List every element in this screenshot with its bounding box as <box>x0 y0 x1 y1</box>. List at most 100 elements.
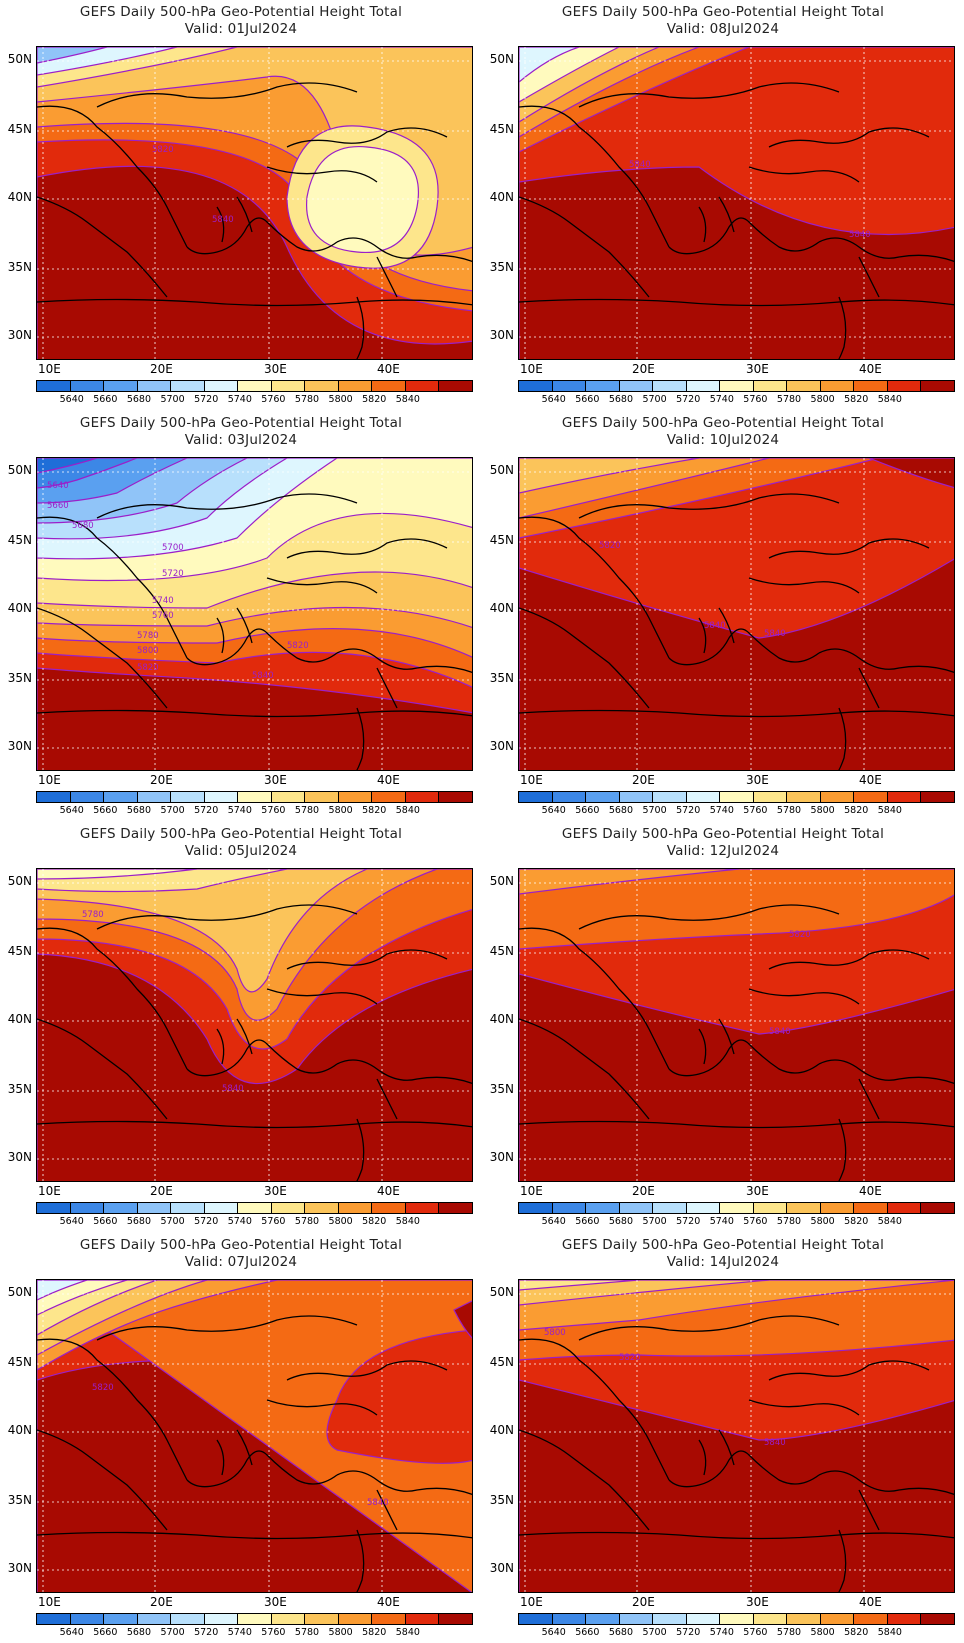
colorbar-swatch <box>921 381 954 391</box>
colorbar-label: 5820 <box>844 1216 869 1227</box>
coastline <box>376 256 398 298</box>
colorbar-swatch <box>519 792 553 802</box>
longitude-label: 20E <box>150 1184 173 1198</box>
coastline <box>698 1028 707 1065</box>
contour-label: 5840 <box>252 671 274 681</box>
coastline <box>668 217 820 255</box>
colorbar-swatch <box>238 381 272 391</box>
panel-valid-date: Valid: 10Jul2024 <box>666 432 780 448</box>
colorbar-label: 5740 <box>227 805 252 816</box>
colorbar-label: 5820 <box>362 805 387 816</box>
colorbar-swatch <box>686 792 721 802</box>
contour-label: 5840 <box>704 621 726 631</box>
map-panel: GEFS Daily 500-hPa Geo-Potential Height … <box>0 822 482 1232</box>
colorbar-swatch <box>171 1203 205 1213</box>
panel-valid-date: Valid: 07Jul2024 <box>184 1254 298 1270</box>
contour-label: 5760 <box>152 611 174 621</box>
colorbar-label: 5680 <box>608 394 634 405</box>
panel-valid-date: Valid: 14Jul2024 <box>666 1254 780 1270</box>
colorbar-label: 5760 <box>743 1216 768 1227</box>
coastline <box>96 82 358 108</box>
colorbar-swatch <box>586 1614 620 1624</box>
contour-label: 5800 <box>544 1328 566 1338</box>
coastline <box>236 196 253 233</box>
colorbar-label: 5800 <box>328 1627 353 1638</box>
colorbar-swatch <box>439 1203 472 1213</box>
panel-valid-date: Valid: 01Jul2024 <box>184 21 298 37</box>
coastline <box>519 1429 650 1531</box>
coastline <box>356 1118 365 1181</box>
contour-label: 5820 <box>599 541 621 551</box>
height-band <box>37 869 198 880</box>
colorbar-swatch <box>405 381 440 391</box>
colorbar-label: 5660 <box>575 1216 600 1227</box>
coastline <box>519 1531 954 1540</box>
colorbar-swatch <box>586 381 620 391</box>
panel-title: GEFS Daily 500-hPa Geo-Potential Height … <box>561 415 885 431</box>
colorbar-swatch <box>271 1203 306 1213</box>
longitude-label: 40E <box>859 362 882 376</box>
colorbar-label: 5740 <box>709 1216 734 1227</box>
colorbar-swatch <box>887 1614 922 1624</box>
colorbar-swatch <box>305 792 339 802</box>
latitude-label: 45N <box>489 533 514 547</box>
coastline <box>336 237 472 263</box>
coastline <box>286 1360 448 1381</box>
colorbar-swatch <box>586 1203 620 1213</box>
coastline <box>838 296 847 359</box>
map-panel: GEFS Daily 500-hPa Geo-Potential Height … <box>482 822 964 1232</box>
coastline <box>578 1315 840 1341</box>
colorbar-swatch <box>686 381 721 391</box>
colorbar-label: 5720 <box>676 805 701 816</box>
coastline <box>376 1489 398 1531</box>
contour-label: 5840 <box>769 1027 791 1037</box>
colorbar-swatch <box>854 1203 888 1213</box>
colorbar-label: 5640 <box>59 1627 84 1638</box>
height-band <box>519 869 954 950</box>
latitude-label: 30N <box>7 1150 32 1164</box>
colorbar-label: 5640 <box>59 805 84 816</box>
longitude-label: 10E <box>520 362 543 376</box>
latitude-label: 35N <box>7 260 32 274</box>
colorbar-swatch <box>271 381 306 391</box>
colorbar-swatch <box>372 1203 406 1213</box>
height-map: 5820 5840 5840 <box>518 457 955 771</box>
panel-valid-date: Valid: 08Jul2024 <box>666 21 780 37</box>
height-band <box>453 1300 472 1339</box>
contour-label: 5820 <box>287 641 309 651</box>
coastline <box>818 1059 954 1085</box>
colorbar-swatch <box>787 1203 821 1213</box>
height-map: 5820 5840 <box>518 868 955 1182</box>
panel-title: GEFS Daily 500-hPa Geo-Potential Height … <box>561 4 885 20</box>
colorbar-label: 5700 <box>642 1216 667 1227</box>
latitude-label: 30N <box>489 1561 514 1575</box>
colorbar-swatch <box>305 1614 339 1624</box>
colorbar-label: 5760 <box>261 394 286 405</box>
contour-label: 5780 <box>82 910 104 920</box>
coastline <box>668 1450 820 1488</box>
colorbar-swatch <box>820 381 855 391</box>
colorbar-swatch <box>238 792 272 802</box>
colorbar-label: 5680 <box>608 1216 634 1227</box>
coastline <box>186 217 338 255</box>
colorbar-swatch <box>37 1614 71 1624</box>
contour-label: 5840 <box>367 1498 389 1508</box>
colorbar <box>36 380 473 392</box>
latitude-label: 40N <box>7 1423 32 1437</box>
coastline <box>216 1028 225 1065</box>
colorbar-swatch <box>238 1614 272 1624</box>
colorbar-swatch <box>887 792 922 802</box>
colorbar-swatch <box>37 381 71 391</box>
coastline <box>186 1039 338 1077</box>
coastline <box>216 617 225 654</box>
coastline <box>519 196 650 298</box>
contour-label: 5640 <box>47 481 69 491</box>
colorbar-swatch <box>372 1614 406 1624</box>
colorbar-label: 5640 <box>541 805 566 816</box>
contour-label: 5840 <box>764 629 786 639</box>
coastline <box>519 709 954 718</box>
coastline <box>768 538 930 559</box>
colorbar-label: 5780 <box>776 1216 802 1227</box>
contour-label: 5840 <box>222 1084 244 1094</box>
colorbar-swatch <box>338 381 373 391</box>
